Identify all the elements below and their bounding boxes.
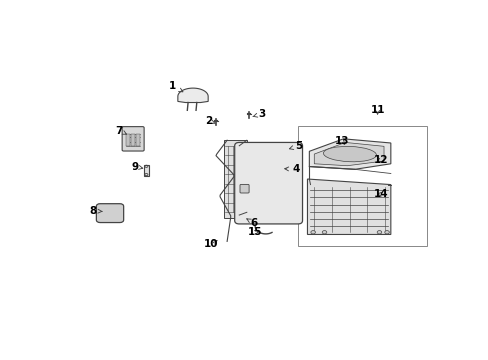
Bar xyxy=(136,134,139,146)
Text: 8: 8 xyxy=(89,206,102,216)
FancyBboxPatch shape xyxy=(240,184,248,193)
Bar xyxy=(143,165,149,176)
Text: 6: 6 xyxy=(246,218,257,228)
Text: 14: 14 xyxy=(373,189,388,199)
Text: 1: 1 xyxy=(169,81,183,92)
Polygon shape xyxy=(224,140,246,218)
Polygon shape xyxy=(314,143,383,166)
Polygon shape xyxy=(309,139,390,169)
Text: 11: 11 xyxy=(369,105,384,115)
Polygon shape xyxy=(307,179,390,234)
Text: 2: 2 xyxy=(205,116,215,126)
FancyBboxPatch shape xyxy=(122,127,144,151)
Circle shape xyxy=(384,231,388,234)
Text: 4: 4 xyxy=(284,164,299,174)
FancyBboxPatch shape xyxy=(234,143,302,224)
Text: 5: 5 xyxy=(289,141,302,151)
Bar xyxy=(131,134,134,146)
Ellipse shape xyxy=(323,147,376,162)
Text: 9: 9 xyxy=(131,162,142,172)
Bar xyxy=(297,126,426,246)
Circle shape xyxy=(310,231,315,234)
Text: 12: 12 xyxy=(373,155,388,165)
Text: 13: 13 xyxy=(334,136,348,146)
Circle shape xyxy=(322,231,326,234)
Text: 7: 7 xyxy=(115,126,126,135)
FancyBboxPatch shape xyxy=(96,204,123,222)
Circle shape xyxy=(376,231,381,234)
Text: 3: 3 xyxy=(252,109,265,119)
Text: 10: 10 xyxy=(203,239,218,249)
Bar xyxy=(126,134,129,146)
Text: 15: 15 xyxy=(248,227,262,237)
Polygon shape xyxy=(178,88,208,103)
